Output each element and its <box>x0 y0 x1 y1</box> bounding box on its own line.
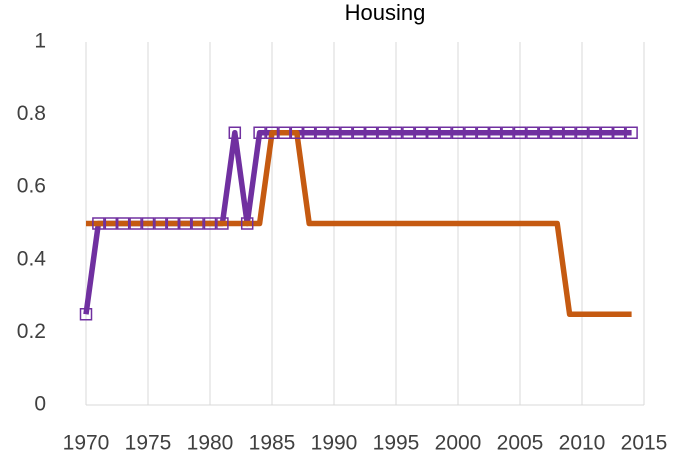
data-point <box>625 126 638 139</box>
data-point <box>575 126 589 139</box>
data-point <box>352 126 366 139</box>
data-point <box>141 217 155 230</box>
x-tick-label: 2000 <box>435 432 482 455</box>
data-point <box>513 126 527 139</box>
x-tick-label: 1995 <box>373 432 420 455</box>
x-tick-label: 1985 <box>249 432 296 455</box>
data-point <box>327 126 341 139</box>
y-tick-label: 0.6 <box>17 175 46 198</box>
data-point <box>240 217 254 230</box>
data-point <box>439 126 452 139</box>
x-tick-label: 2015 <box>621 432 668 455</box>
data-point <box>426 126 440 139</box>
data-point <box>389 126 403 139</box>
data-point <box>302 126 316 139</box>
y-tick-label: 0.2 <box>17 320 46 343</box>
data-point <box>501 126 514 139</box>
data-point <box>315 126 328 139</box>
x-tick-label: 2010 <box>559 432 606 455</box>
x-tick-label: 1970 <box>63 432 110 455</box>
data-point <box>104 217 118 230</box>
data-point <box>265 126 279 139</box>
data-point <box>203 217 217 230</box>
data-point <box>476 126 490 139</box>
data-point <box>191 217 204 230</box>
data-point <box>216 217 229 230</box>
data-point <box>154 217 167 230</box>
x-tick-label: 2005 <box>497 432 544 455</box>
data-point <box>278 126 291 139</box>
data-point <box>79 308 93 321</box>
data-point <box>600 126 614 139</box>
data-point <box>464 126 477 139</box>
x-tick-label: 1980 <box>187 432 234 455</box>
x-tick-label: 1975 <box>125 432 172 455</box>
chart-title: Housing <box>345 0 426 25</box>
data-point <box>612 126 626 139</box>
data-point <box>178 217 192 230</box>
data-point <box>550 126 564 139</box>
series-line <box>86 130 632 317</box>
data-point <box>451 126 465 139</box>
x-tick-label: 1990 <box>311 432 358 455</box>
y-tick-label: 0.4 <box>17 247 47 270</box>
data-point <box>253 126 266 139</box>
data-point <box>116 217 130 230</box>
y-tick-label: 0.8 <box>17 102 46 125</box>
data-point <box>166 217 180 230</box>
data-point <box>364 126 378 139</box>
y-tick-label: 1 <box>34 30 46 53</box>
data-point <box>377 126 390 139</box>
y-tick-label: 0 <box>34 393 46 416</box>
data-point <box>588 126 601 139</box>
data-point <box>129 217 142 230</box>
data-point <box>290 126 304 139</box>
data-point <box>538 126 552 139</box>
data-point <box>563 126 576 139</box>
data-point <box>414 126 428 139</box>
data-point <box>526 126 539 139</box>
data-point <box>402 126 415 139</box>
data-point <box>488 126 502 139</box>
data-point <box>340 126 353 139</box>
data-point <box>228 126 242 139</box>
data-point <box>92 217 105 230</box>
